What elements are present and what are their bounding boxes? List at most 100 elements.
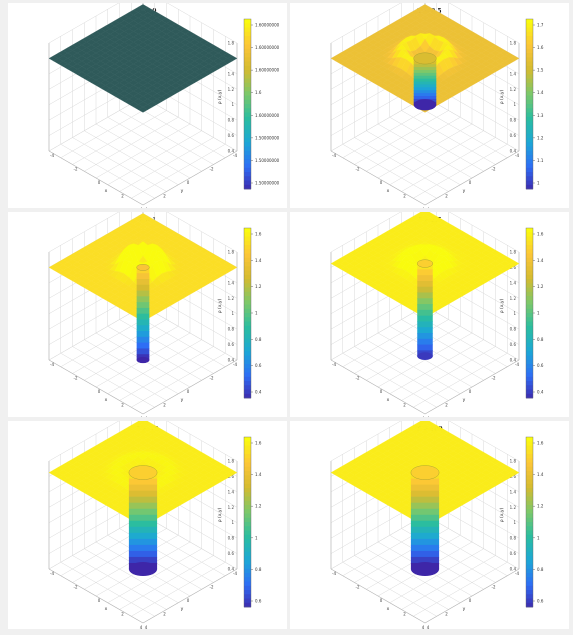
colorbar-band bbox=[244, 44, 251, 50]
colorbar-frame bbox=[525, 18, 534, 190]
x-tick-labels: 4 2 0 -2 -4 bbox=[50, 153, 148, 208]
colorbar-band bbox=[244, 347, 251, 352]
surface-panel-t1: T = 1 1.81.61.41.210.80.60.4ρ (x,y)420-2… bbox=[8, 212, 287, 417]
colorbar-band bbox=[244, 573, 251, 578]
x-axis-label: x bbox=[105, 398, 108, 403]
colorbar-band bbox=[244, 445, 251, 451]
y-axis-label: y bbox=[181, 398, 184, 403]
x-tick-label: -4 bbox=[332, 571, 336, 576]
colorbar-band bbox=[244, 104, 251, 109]
z-tick-label: 0.8 bbox=[228, 118, 235, 123]
floor-grid-line bbox=[95, 123, 191, 179]
colorbar-band bbox=[526, 142, 533, 147]
colorbar-band bbox=[244, 479, 251, 485]
well-wall-band bbox=[136, 302, 150, 309]
z-tick-label: 1.4 bbox=[228, 71, 235, 76]
axis-edge bbox=[424, 359, 520, 415]
colorbar-band bbox=[244, 385, 251, 390]
z-tick-label: 1.2 bbox=[228, 296, 235, 301]
colorbar-band bbox=[526, 376, 533, 382]
well-wall-band bbox=[417, 280, 433, 288]
well-column bbox=[410, 465, 440, 577]
colorbar-band bbox=[244, 279, 251, 284]
colorbar: 1.6 1.4 1.2 1 0.8 0.6 bbox=[525, 436, 544, 608]
colorbar: 1.7 1.6 1.5 1.4 1.3 1.2 1.1 1 bbox=[525, 18, 544, 190]
well-wall-band bbox=[413, 67, 437, 71]
colorbar-tick-label: 1.2 bbox=[537, 135, 544, 140]
floor-grid-line bbox=[72, 137, 167, 192]
well-wall-band bbox=[417, 286, 433, 293]
colorbar-tick-label: 1.5 bbox=[537, 68, 544, 73]
floor-grid-line bbox=[119, 346, 214, 401]
colorbar-band bbox=[526, 155, 533, 160]
x-tick-label: -4 bbox=[50, 362, 54, 367]
colorbar-band bbox=[526, 184, 533, 190]
colorbar-band bbox=[244, 534, 251, 540]
floor-grid-line bbox=[413, 353, 508, 408]
y-tick-label: 2 bbox=[163, 403, 166, 408]
colorbar-band bbox=[526, 167, 533, 173]
well-column bbox=[136, 264, 150, 364]
floor-grid-line bbox=[354, 346, 449, 401]
colorbar-band bbox=[526, 57, 533, 62]
z-axis-label: ρ (x,y) bbox=[217, 298, 223, 313]
well-column bbox=[417, 259, 433, 361]
colorbar-band bbox=[526, 393, 533, 399]
well-wall-band bbox=[136, 296, 150, 303]
floor-grid-line bbox=[84, 339, 179, 394]
colorbar-band bbox=[526, 23, 533, 28]
well-wall-band bbox=[413, 90, 437, 94]
z-tick-label: 0.4 bbox=[510, 358, 517, 363]
well-wall-band bbox=[417, 304, 433, 311]
colorbar-band bbox=[244, 176, 251, 181]
colorbar-band bbox=[244, 560, 251, 565]
y-axis-label: y bbox=[181, 607, 184, 612]
well-wall-band bbox=[413, 72, 437, 77]
z-tick-label: 1.2 bbox=[510, 505, 517, 510]
colorbar-band bbox=[244, 57, 251, 62]
floor-grid-line bbox=[342, 353, 437, 408]
x-tick-labels: 4 2 0 -2 -4 bbox=[332, 153, 430, 208]
colorbar-band bbox=[244, 287, 251, 293]
colorbar-band bbox=[526, 245, 533, 250]
y-tick-label: -2 bbox=[210, 376, 214, 381]
well-rim bbox=[413, 52, 437, 65]
colorbar-tick-label: 1.4 bbox=[537, 90, 544, 95]
well-wall-band bbox=[410, 550, 440, 558]
colorbar-band bbox=[244, 300, 251, 305]
colorbar-tick-label: 1 bbox=[537, 311, 540, 316]
y-tick-label: -2 bbox=[210, 585, 214, 590]
colorbar-tick-label: 1 bbox=[537, 181, 540, 186]
floor-grid-line bbox=[60, 562, 155, 617]
colorbar-band bbox=[244, 70, 251, 75]
colorbar-band bbox=[244, 78, 251, 84]
x-tick-label: 2 bbox=[403, 612, 406, 617]
colorbar-band bbox=[244, 462, 251, 468]
colorbar-band bbox=[526, 573, 533, 578]
colorbar-band bbox=[244, 317, 251, 322]
well-wall-band bbox=[128, 532, 158, 540]
well-wall-band bbox=[128, 508, 158, 516]
colorbar-tick-label: 1.6 bbox=[537, 441, 544, 446]
colorbar-band bbox=[526, 257, 533, 263]
well-rim bbox=[136, 264, 150, 271]
colorbar-band bbox=[244, 253, 251, 259]
colorbar-band bbox=[244, 150, 251, 156]
colorbar-band bbox=[244, 91, 251, 96]
y-axis-label: y bbox=[463, 607, 466, 612]
well-wall-band bbox=[413, 96, 437, 100]
colorbar-band bbox=[526, 266, 533, 271]
colorbar-band bbox=[526, 437, 533, 442]
colorbar-band bbox=[526, 577, 533, 582]
colorbar-band bbox=[526, 74, 533, 79]
surface-plot-svg: 1.8 1.6 1.4 1.2 1 0.8 0.6 0.4 ρ (x,y) 4 2 0 -2 -4 y 4 2 0… bbox=[330, 3, 544, 208]
z-tick-label: 0.8 bbox=[510, 327, 517, 332]
well-wall-band bbox=[417, 275, 433, 282]
surface-panel-t0: T = 0 1.81.61.41.210.80.60.4ρ (x,y)420-2… bbox=[8, 3, 287, 208]
z-tick-label: 1 bbox=[513, 520, 516, 525]
colorbar-band bbox=[244, 321, 251, 327]
surface-facet bbox=[137, 106, 149, 113]
well-wall-band bbox=[410, 496, 440, 504]
colorbar-band bbox=[526, 313, 533, 318]
z-axis-label: ρ (x,y) bbox=[217, 89, 223, 104]
